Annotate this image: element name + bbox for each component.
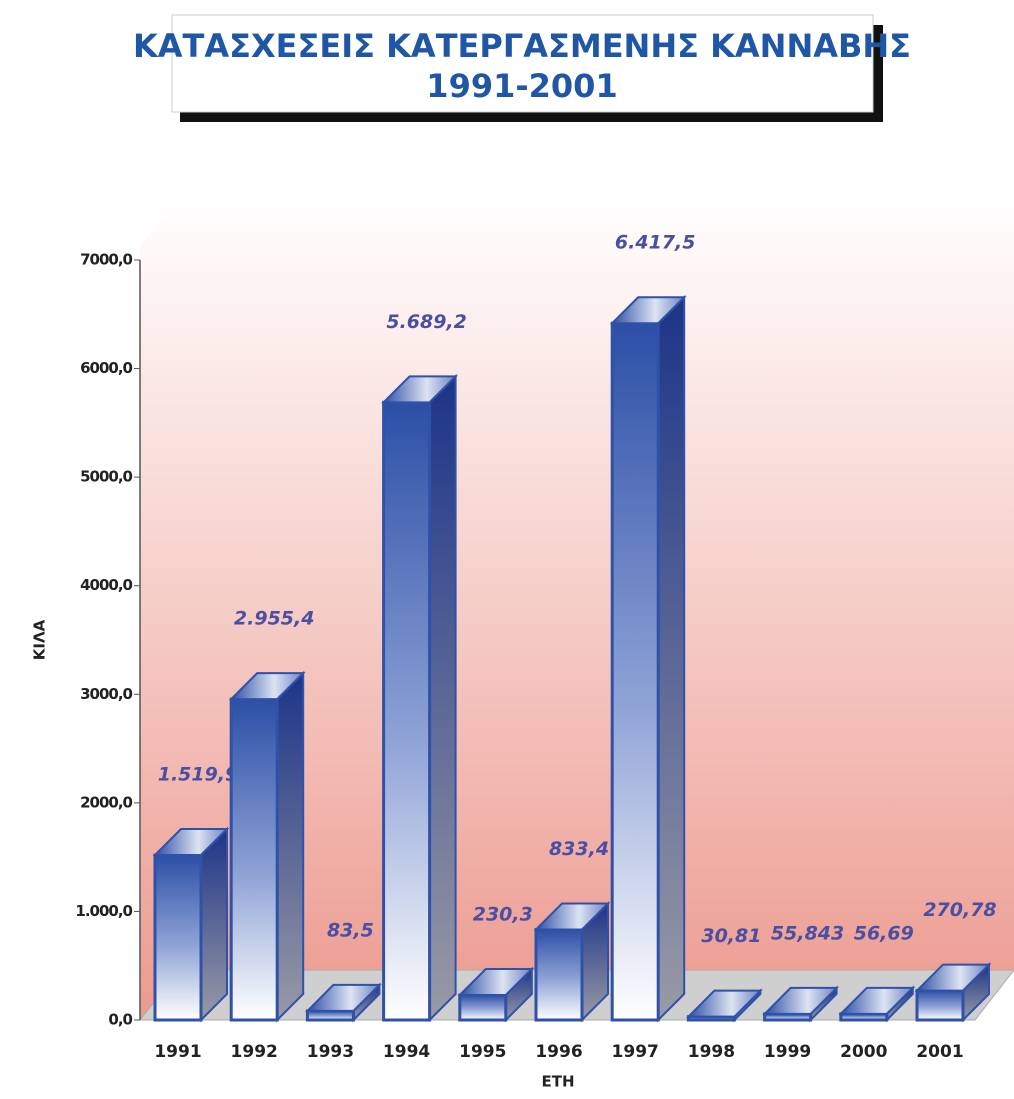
value-label: 2.955,4 [234,608,315,630]
bar-top [381,375,459,404]
chart-subtitle: 1991-2001 [426,67,617,105]
value-label: 270,78 [923,899,996,921]
bar-top [457,967,535,996]
value-label: 1.519,9 [158,763,239,785]
x-tick-label: 1992 [231,1042,278,1062]
title-box [171,14,874,113]
bar-top [533,902,611,931]
x-tick-label: 1995 [459,1042,506,1062]
bar-front [610,321,660,1022]
y-tick-label: 0,0 [108,1011,132,1029]
y-tick-label: 7000,0 [80,251,132,269]
x-tick-label: 1993 [307,1042,354,1062]
bar-front [229,697,279,1022]
x-tick-label: 1997 [612,1042,659,1062]
bar-front [153,853,203,1022]
x-tick-label: 1994 [383,1042,430,1062]
x-tick-label: 1998 [688,1042,735,1062]
x-tick-label: 1991 [154,1042,201,1062]
bar-front [382,400,432,1022]
bar-top [838,986,916,1015]
y-tick-label: 3000,0 [80,685,132,703]
y-tick-label: 1.000,0 [75,902,132,920]
bar-front [534,928,584,1022]
bar-side [657,294,686,1023]
y-tick-label: 4000,0 [80,576,132,594]
value-label: 56,69 [854,922,914,944]
value-label: 230,3 [473,903,533,925]
bar-top [228,672,306,701]
value-label: 833,4 [549,838,609,860]
bar-top [762,986,840,1015]
bar-side [428,373,457,1023]
value-label: 83,5 [327,919,374,941]
bar-top [685,989,763,1018]
bar-top [914,963,992,992]
x-axis-label: ΕΤΗ [541,1073,574,1091]
bar-side [276,670,305,1023]
value-label: 5.689,2 [386,311,467,333]
x-tick-label: 1999 [764,1042,811,1062]
back-wall [140,195,1014,1020]
chart-title: ΚΑΤΑΣΧΕΣΕΙΣ ΚΑΤΕΡΓΑΣΜΕΝΗΣ ΚΑΝΝΑΒΗΣ [133,27,911,65]
x-tick-label: 1996 [535,1042,582,1062]
x-tick-label: 2000 [840,1042,887,1062]
y-tick-label: 5000,0 [80,468,132,486]
bar-top [304,983,382,1012]
x-tick-label: 2001 [916,1042,963,1062]
bar-top [609,296,687,325]
y-axis-label: ΚΙΛΑ [31,619,49,660]
y-tick-label: 6000,0 [80,359,132,377]
bar-top [152,827,230,856]
value-label: 30,81 [701,925,761,947]
value-label: 6.417,5 [615,232,696,254]
bar-side [200,826,228,1023]
bar-front [915,989,965,1022]
y-tick-label: 2000,0 [80,793,132,811]
bar-front [305,1009,355,1022]
value-label: 55,843 [771,922,844,944]
bar-front [458,993,508,1022]
